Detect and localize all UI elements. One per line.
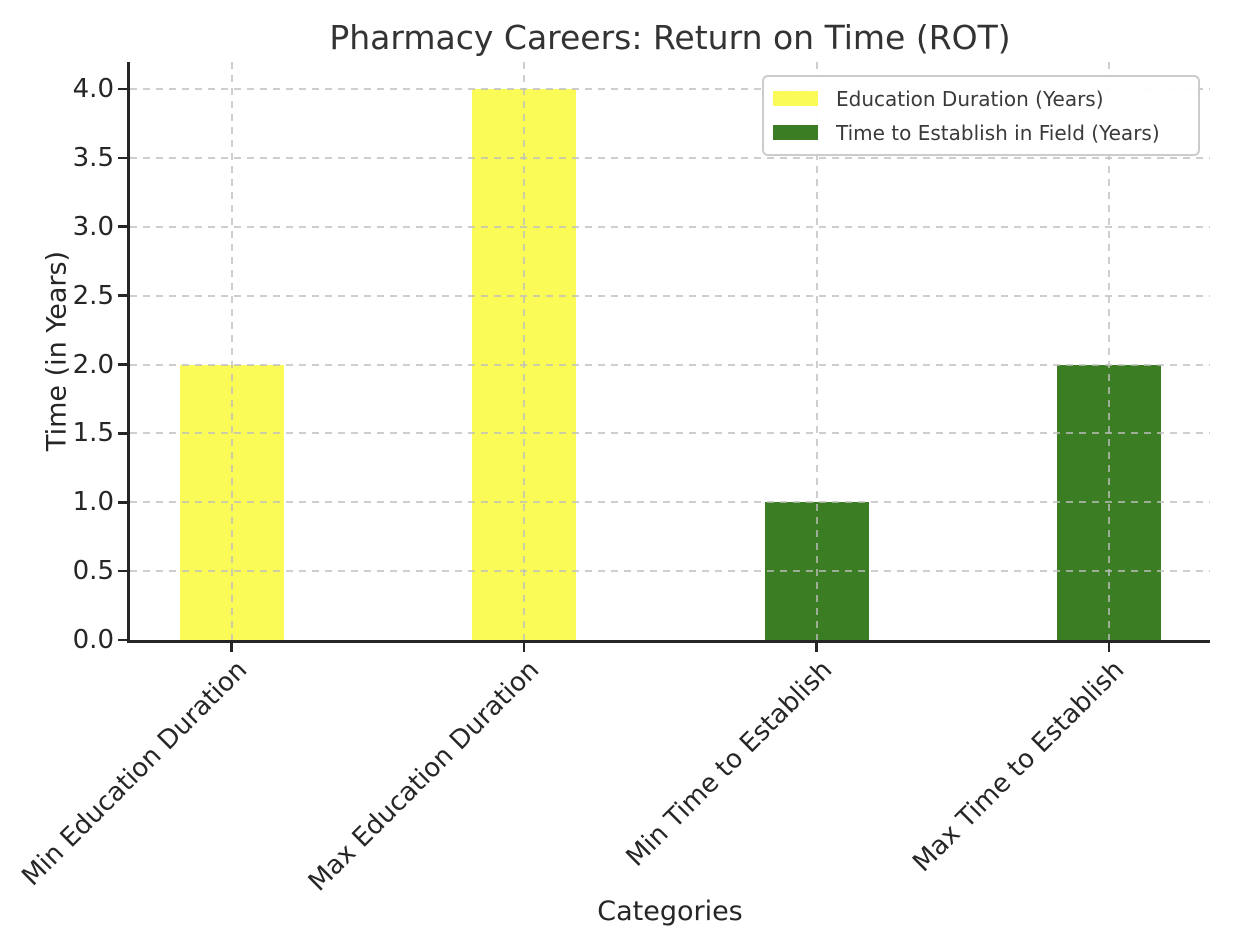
gridline-v	[230, 62, 233, 640]
chart-title: Pharmacy Careers: Return on Time (ROT)	[329, 18, 1011, 57]
y-tick-label: 4.0	[72, 74, 114, 104]
y-tick-mark	[118, 363, 130, 366]
y-tick-mark	[118, 156, 130, 160]
x-tick-mark	[815, 643, 818, 652]
gridline-v	[815, 62, 818, 640]
legend-swatch-1	[773, 125, 818, 140]
y-tick-label: 2.0	[72, 349, 114, 380]
y-tick-mark	[118, 500, 130, 504]
y-tick-mark	[118, 569, 130, 573]
legend-swatch-0	[773, 91, 818, 106]
y-tick-label: 1.0	[72, 487, 114, 518]
gridline-h	[130, 501, 1210, 504]
x-tick-mark	[1107, 643, 1111, 652]
gridline-h	[130, 294, 1210, 297]
gridline-h	[130, 225, 1210, 228]
y-tick-mark	[118, 294, 130, 297]
y-tick-label: 1.5	[72, 418, 114, 449]
x-axis-label: Categories	[597, 896, 743, 927]
x-tick-mark	[230, 643, 233, 652]
y-tick-label: 3.5	[72, 142, 114, 173]
legend-label-1: Time to Establish in Field (Years)	[836, 120, 1160, 145]
gridline-h	[130, 570, 1210, 573]
legend-entry-1: Time to Establish in Field (Years)	[773, 117, 1188, 148]
y-tick-label: 3.0	[72, 211, 114, 242]
legend: Education Duration (Years) Time to Establ…	[762, 75, 1200, 156]
x-tick-mark	[522, 643, 526, 652]
y-tick-mark	[118, 432, 130, 435]
y-tick-label: 2.5	[72, 280, 114, 311]
gridline-h	[130, 156, 1210, 159]
y-tick-label: 0.5	[72, 556, 114, 587]
legend-entry-0: Education Duration (Years)	[773, 83, 1188, 114]
y-tick-mark	[118, 638, 130, 642]
y-tick-mark	[118, 225, 130, 229]
gridline-h	[130, 363, 1210, 366]
gridline-h	[130, 432, 1210, 435]
plot-area	[127, 62, 1210, 643]
gridline-h	[130, 88, 1210, 90]
gridline-v	[523, 62, 525, 640]
legend-label-0: Education Duration (Years)	[836, 86, 1104, 111]
gridline-v	[1108, 62, 1110, 640]
y-tick-mark	[118, 87, 130, 91]
y-tick-label: 0.0	[72, 625, 114, 655]
